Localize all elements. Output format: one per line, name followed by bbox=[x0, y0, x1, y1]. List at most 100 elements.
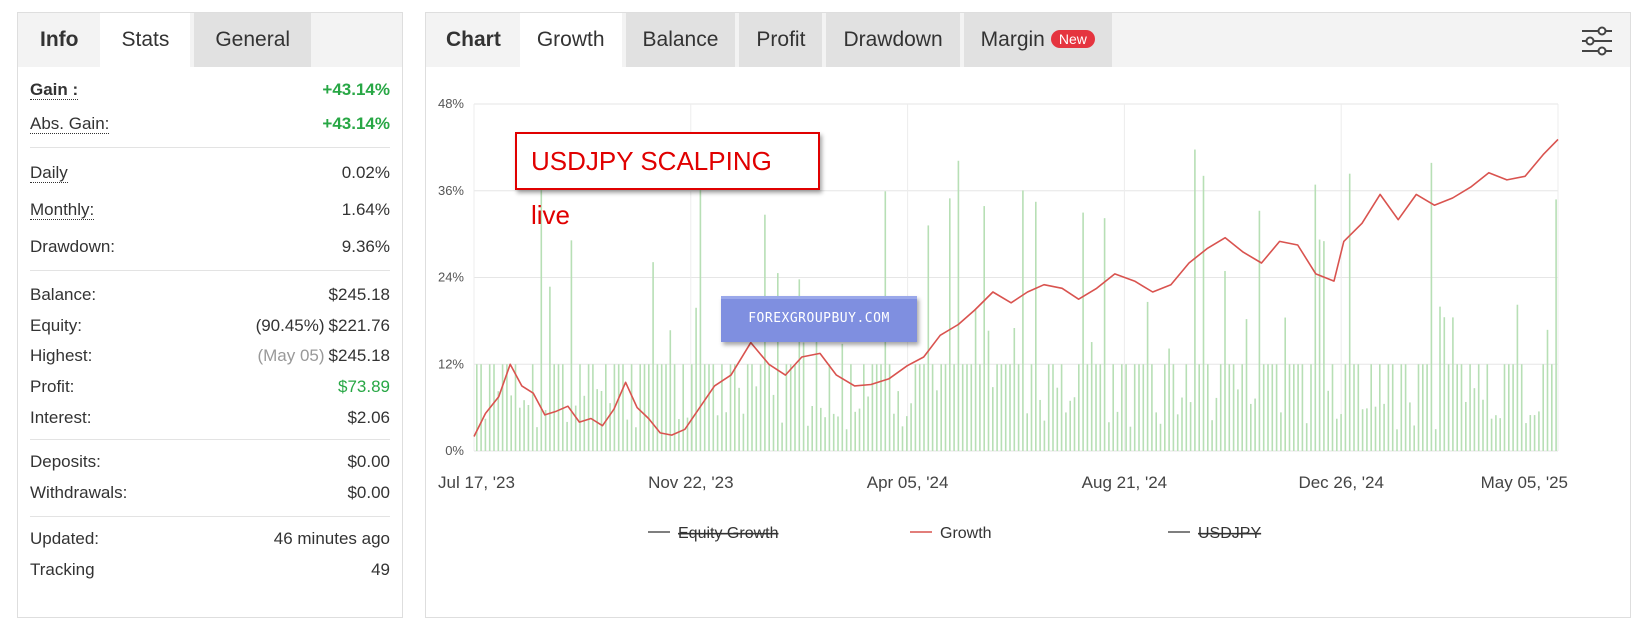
activity-bar bbox=[622, 364, 624, 451]
activity-bar bbox=[626, 419, 629, 451]
activity-bar bbox=[1430, 162, 1433, 452]
activity-bar bbox=[1447, 364, 1450, 451]
tab-margin[interactable]: Margin New bbox=[963, 13, 1112, 67]
activity-bar bbox=[979, 364, 981, 451]
interest-value: $2.06 bbox=[347, 407, 390, 427]
stat-daily: Daily 0.02% bbox=[30, 154, 390, 192]
activity-bar bbox=[703, 364, 706, 451]
x-tick-label: Nov 22, '23 bbox=[648, 473, 733, 492]
activity-bar bbox=[605, 364, 607, 451]
activity-bar bbox=[1327, 390, 1329, 451]
activity-bar bbox=[828, 364, 831, 451]
activity-bar bbox=[1026, 413, 1028, 451]
activity-bar bbox=[570, 240, 573, 451]
activity-bar bbox=[1314, 184, 1317, 451]
activity-bar bbox=[1004, 364, 1007, 451]
activity-bar bbox=[789, 364, 792, 451]
activity-bar bbox=[1297, 364, 1299, 451]
activity-bar bbox=[1336, 418, 1338, 451]
activity-bar bbox=[1086, 364, 1089, 451]
legend-item[interactable]: Growth bbox=[940, 525, 992, 542]
activity-bar bbox=[1503, 364, 1506, 451]
y-tick-label: 12% bbox=[438, 356, 464, 371]
activity-bar bbox=[1095, 364, 1097, 451]
activity-bar bbox=[1228, 364, 1231, 451]
daily-label[interactable]: Daily bbox=[30, 163, 68, 183]
activity-bar bbox=[824, 417, 826, 451]
activity-bar bbox=[1022, 190, 1024, 451]
activity-bar bbox=[901, 426, 904, 451]
activity-bar bbox=[875, 364, 878, 451]
activity-bar bbox=[566, 421, 568, 451]
y-tick-label: 36% bbox=[438, 183, 464, 198]
activity-bar bbox=[987, 330, 990, 451]
activity-bar bbox=[540, 145, 543, 451]
x-tick-label: Dec 26, '24 bbox=[1298, 473, 1383, 492]
activity-bar bbox=[678, 419, 680, 451]
activity-bar bbox=[1538, 411, 1540, 451]
tab-profit[interactable]: Profit bbox=[739, 13, 823, 67]
activity-bar bbox=[1237, 389, 1239, 451]
activity-bar bbox=[583, 395, 586, 451]
new-badge: New bbox=[1050, 30, 1095, 48]
activity-bar bbox=[1168, 348, 1170, 451]
stat-withdrawals: Withdrawals: $0.00 bbox=[30, 478, 390, 508]
growth-line bbox=[473, 138, 1559, 437]
equity-percent: (90.45%) bbox=[255, 316, 325, 335]
tab-stats[interactable]: Stats bbox=[100, 13, 191, 67]
tab-drawdown[interactable]: Drawdown bbox=[826, 13, 960, 67]
activity-bar bbox=[523, 400, 525, 451]
activity-bar bbox=[811, 406, 813, 451]
activity-bar bbox=[832, 413, 835, 451]
withdrawals-label: Withdrawals: bbox=[30, 483, 128, 502]
activity-bar bbox=[1374, 406, 1377, 451]
x-tick-label: Apr 05, '24 bbox=[867, 473, 949, 492]
drawdown-value: 9.36% bbox=[341, 237, 390, 256]
activity-bar bbox=[630, 364, 633, 451]
monthly-label[interactable]: Monthly: bbox=[30, 200, 95, 220]
activity-bar bbox=[1047, 364, 1050, 451]
activity-bar bbox=[983, 206, 985, 451]
activity-bar bbox=[725, 412, 727, 451]
activity-bar bbox=[974, 310, 977, 451]
activity-bar bbox=[1520, 364, 1523, 451]
activity-bar bbox=[794, 364, 796, 451]
activity-bar bbox=[897, 391, 899, 451]
tab-general[interactable]: General bbox=[194, 13, 312, 67]
legend-item[interactable]: Equity Growth bbox=[678, 525, 778, 542]
activity-bar bbox=[1542, 364, 1544, 451]
sliders-icon[interactable] bbox=[1580, 25, 1614, 57]
activity-bar bbox=[1533, 415, 1536, 451]
stats-panel: Info Stats General Gain : +43.14% Abs. G… bbox=[17, 12, 403, 618]
x-tick-label: Jul 17, '23 bbox=[438, 473, 515, 492]
tab-info[interactable]: Info bbox=[18, 13, 101, 67]
gain-label[interactable]: Gain : bbox=[30, 80, 79, 100]
activity-bar bbox=[841, 343, 844, 451]
abs-gain-label[interactable]: Abs. Gain: bbox=[30, 114, 110, 134]
activity-bar bbox=[1189, 402, 1192, 451]
activity-bar bbox=[587, 364, 590, 451]
activity-bar bbox=[1125, 364, 1127, 451]
activity-bar bbox=[497, 391, 500, 451]
activity-bar bbox=[510, 395, 512, 451]
deposits-label: Deposits: bbox=[30, 452, 101, 471]
activity-bar bbox=[1121, 364, 1123, 451]
stats-list: Gain : +43.14% Abs. Gain: +43.14% Daily … bbox=[18, 67, 402, 585]
activity-bar bbox=[1465, 401, 1467, 451]
activity-bar bbox=[1413, 425, 1415, 451]
tab-growth[interactable]: Growth bbox=[519, 13, 622, 67]
tab-chart[interactable]: Chart bbox=[426, 13, 520, 67]
stat-profit: Profit: $73.89 bbox=[30, 371, 390, 402]
activity-bar bbox=[557, 364, 560, 451]
activity-bar bbox=[686, 417, 689, 451]
stat-drawdown: Drawdown: 9.36% bbox=[30, 228, 390, 266]
stat-balance: Balance: $245.18 bbox=[30, 279, 390, 311]
activity-bar bbox=[1211, 420, 1213, 451]
growth-chart-svg: 0% 12% 24% 36% 48% Jul 17, '23 Nov 22, '23 Apr … bbox=[438, 96, 1568, 542]
legend-item[interactable]: USDJPY bbox=[1198, 525, 1261, 542]
tab-balance[interactable]: Balance bbox=[625, 13, 736, 67]
tab-margin-label: Margin bbox=[980, 28, 1045, 51]
activity-bar bbox=[648, 364, 650, 451]
tracking-label: Tracking bbox=[30, 560, 95, 579]
activity-bar bbox=[1340, 414, 1342, 451]
